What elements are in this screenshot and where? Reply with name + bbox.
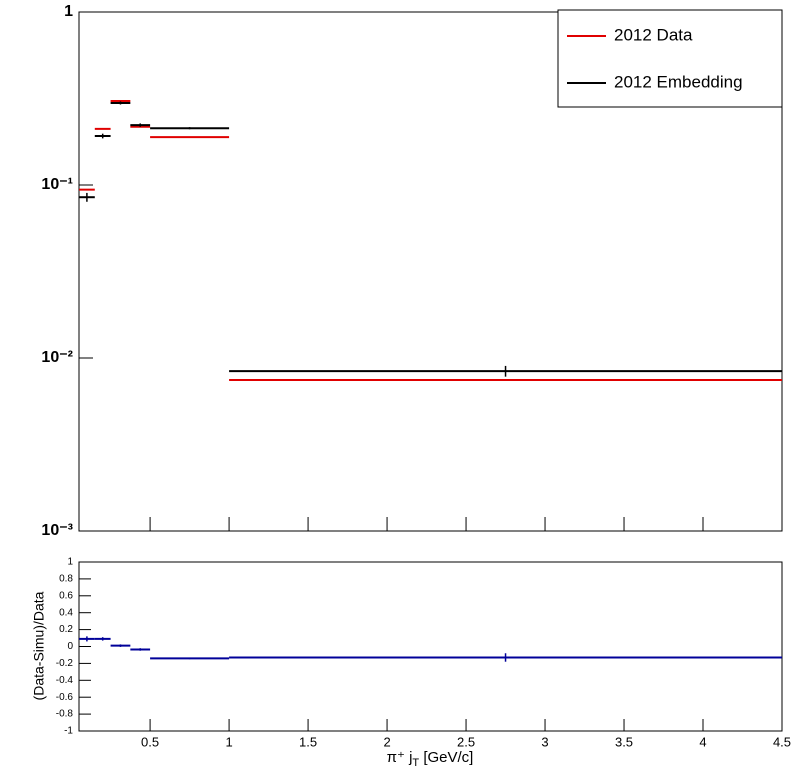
legend-label: 2012 Data bbox=[614, 25, 693, 44]
y-tick-label: 0.2 bbox=[59, 624, 73, 635]
legend-box bbox=[557, 9, 783, 108]
y-tick-label: 10⁻³ bbox=[41, 522, 73, 539]
x-label-sub: T bbox=[412, 757, 419, 769]
y-tick-label: 0.8 bbox=[59, 574, 73, 585]
y-tick-label: -0.8 bbox=[56, 709, 74, 720]
x-tick-label: 2.5 bbox=[457, 734, 475, 749]
y-tick-label: -0.6 bbox=[56, 692, 74, 703]
x-tick-label: 1.5 bbox=[299, 734, 317, 749]
y-tick-label: 10⁻¹ bbox=[41, 176, 73, 193]
y-tick-label: 0.6 bbox=[59, 590, 73, 601]
y-tick-label: 1 bbox=[64, 3, 73, 20]
y-tick-label: -0.4 bbox=[56, 675, 74, 686]
top-frame bbox=[78, 11, 783, 532]
legend-label: 2012 Embedding bbox=[614, 72, 743, 91]
x-label-part: [GeV/c] bbox=[419, 749, 473, 766]
y-tick-label: -1 bbox=[64, 726, 73, 737]
y-tick-label: 10⁻² bbox=[41, 349, 73, 366]
y-tick-label: -0.2 bbox=[56, 658, 74, 669]
x-tick-label: 3.5 bbox=[615, 734, 633, 749]
x-tick-label: 0.5 bbox=[141, 734, 159, 749]
bottom-frame bbox=[78, 561, 783, 732]
x-axis-label: π⁺ jT [GeV/c] bbox=[387, 749, 474, 769]
y-tick-label: 1 bbox=[67, 557, 73, 568]
x-label-part: π⁺ j bbox=[387, 749, 413, 766]
x-tick-label: 3 bbox=[541, 734, 548, 749]
y-tick-label: 0.4 bbox=[59, 607, 73, 618]
y-axis-label: (Data-Simu)/Data bbox=[31, 591, 47, 700]
x-tick-label: 2 bbox=[383, 734, 390, 749]
x-tick-label: 4.5 bbox=[773, 734, 791, 749]
y-tick-label: 0 bbox=[67, 641, 73, 652]
x-tick-label: 4 bbox=[699, 734, 706, 749]
x-tick-label: 1 bbox=[225, 734, 232, 749]
